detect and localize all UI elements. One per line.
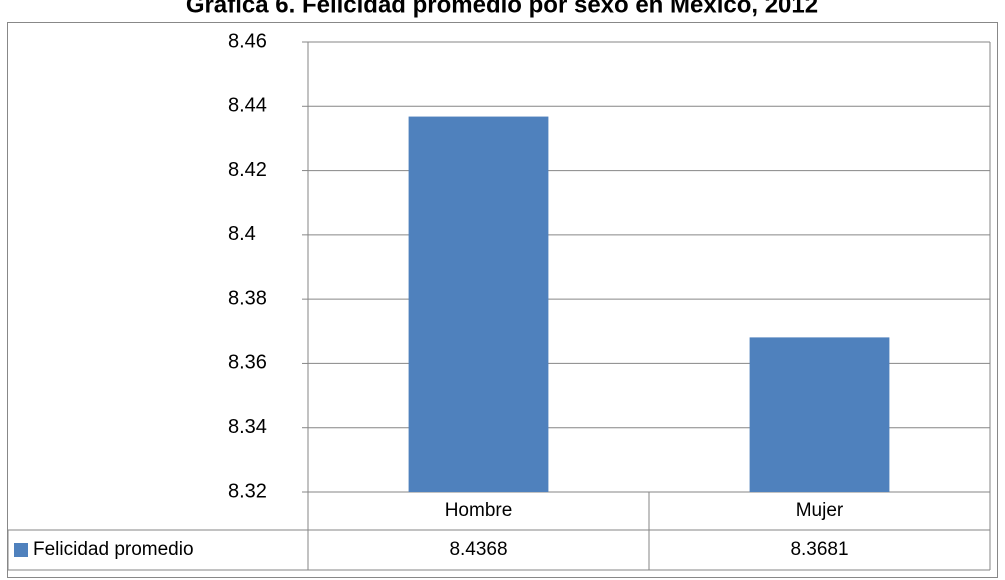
y-tick-label: 8.46 (228, 30, 267, 52)
y-tick-label: 8.44 (228, 95, 267, 117)
legend-label: Felicidad promedio (33, 539, 194, 560)
y-tick-label: 8.34 (228, 416, 267, 438)
y-tick-label: 8.36 (228, 352, 267, 374)
table-value: 8.4368 (449, 539, 507, 560)
bar (749, 337, 890, 492)
legend-swatch (14, 543, 28, 557)
y-tick-label: 8.4 (228, 223, 256, 245)
y-tick-label: 8.42 (228, 159, 267, 181)
bar (408, 116, 549, 493)
y-tick-label: 8.38 (228, 287, 267, 309)
y-tick-label: 8.32 (228, 480, 267, 502)
table-value: 8.3681 (790, 539, 848, 560)
chart-title: Gráfica 6. Felicidad promedio por sexo e… (186, 0, 818, 18)
category-label: Mujer (796, 500, 844, 521)
category-label: Hombre (445, 500, 513, 521)
